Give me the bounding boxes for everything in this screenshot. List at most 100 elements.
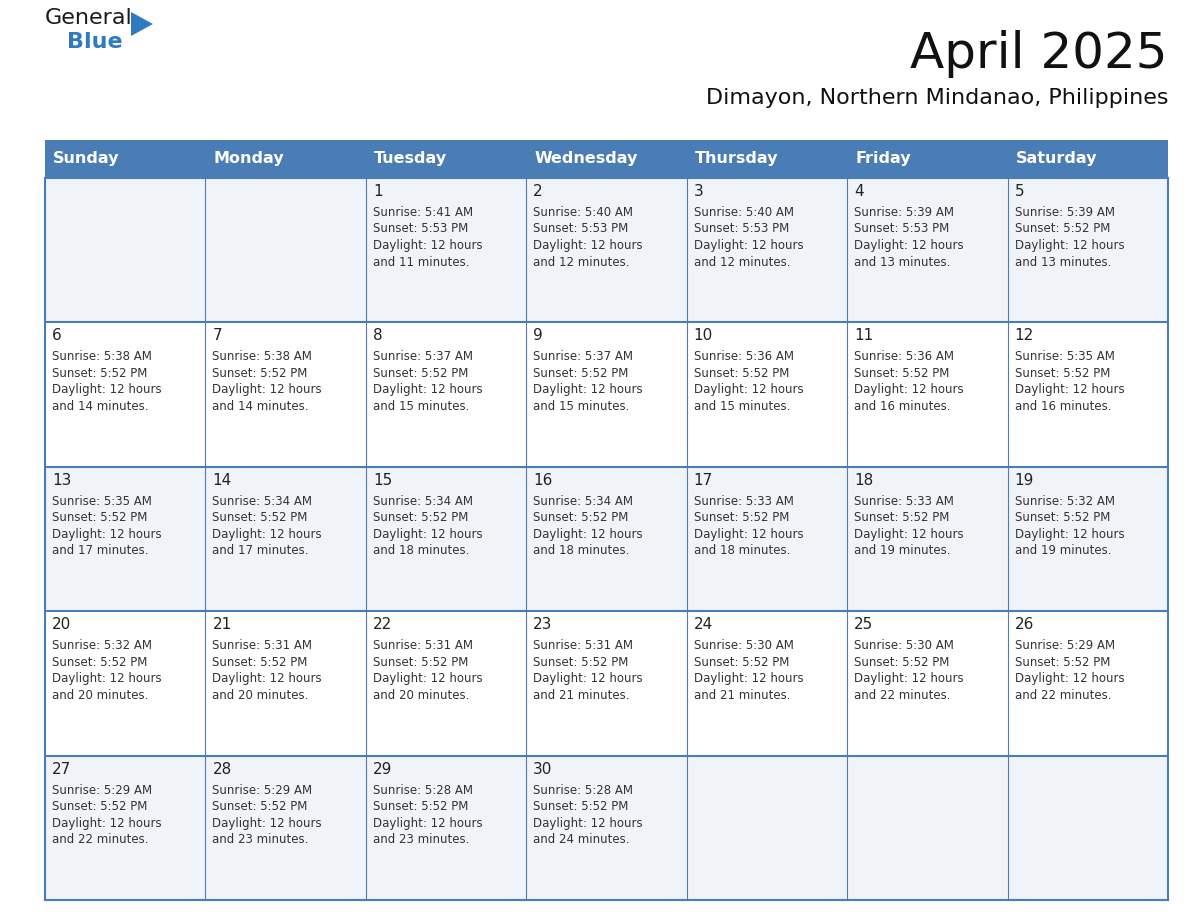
Text: Daylight: 12 hours: Daylight: 12 hours <box>213 384 322 397</box>
Text: and 21 minutes.: and 21 minutes. <box>694 688 790 701</box>
Text: and 23 minutes.: and 23 minutes. <box>213 834 309 846</box>
Text: Sunrise: 5:30 AM: Sunrise: 5:30 AM <box>854 639 954 652</box>
Text: Monday: Monday <box>214 151 284 166</box>
Text: Daylight: 12 hours: Daylight: 12 hours <box>373 239 482 252</box>
Text: Daylight: 12 hours: Daylight: 12 hours <box>52 384 162 397</box>
Text: Sunrise: 5:31 AM: Sunrise: 5:31 AM <box>533 639 633 652</box>
Text: and 24 minutes.: and 24 minutes. <box>533 834 630 846</box>
Bar <box>526 611 687 756</box>
Text: and 18 minutes.: and 18 minutes. <box>694 544 790 557</box>
Text: Sunset: 5:52 PM: Sunset: 5:52 PM <box>1015 367 1110 380</box>
Text: Sunrise: 5:32 AM: Sunrise: 5:32 AM <box>1015 495 1114 508</box>
Text: Daylight: 12 hours: Daylight: 12 hours <box>52 672 162 685</box>
Bar <box>687 611 847 756</box>
Text: 7: 7 <box>213 329 222 343</box>
Bar <box>206 178 366 322</box>
Text: Sunset: 5:53 PM: Sunset: 5:53 PM <box>694 222 789 236</box>
Text: 1: 1 <box>373 184 383 199</box>
Text: Sunrise: 5:29 AM: Sunrise: 5:29 AM <box>213 784 312 797</box>
Bar <box>206 466 366 611</box>
Bar <box>206 756 366 900</box>
Text: Daylight: 12 hours: Daylight: 12 hours <box>533 672 643 685</box>
Text: Daylight: 12 hours: Daylight: 12 hours <box>854 384 963 397</box>
Bar <box>1007 140 1168 178</box>
Text: Sunset: 5:52 PM: Sunset: 5:52 PM <box>373 655 468 668</box>
Text: and 15 minutes.: and 15 minutes. <box>694 400 790 413</box>
Text: Sunset: 5:52 PM: Sunset: 5:52 PM <box>854 655 949 668</box>
Text: Daylight: 12 hours: Daylight: 12 hours <box>854 239 963 252</box>
Bar <box>45 322 206 466</box>
Bar <box>847 466 1007 611</box>
Text: and 13 minutes.: and 13 minutes. <box>1015 255 1111 268</box>
Bar <box>687 178 847 322</box>
Text: and 13 minutes.: and 13 minutes. <box>854 255 950 268</box>
Text: and 20 minutes.: and 20 minutes. <box>373 688 469 701</box>
Text: 26: 26 <box>1015 617 1034 633</box>
Text: Daylight: 12 hours: Daylight: 12 hours <box>52 817 162 830</box>
Text: Sunset: 5:52 PM: Sunset: 5:52 PM <box>52 367 147 380</box>
Text: Sunset: 5:52 PM: Sunset: 5:52 PM <box>533 511 628 524</box>
Text: Sunset: 5:53 PM: Sunset: 5:53 PM <box>533 222 628 236</box>
Text: Daylight: 12 hours: Daylight: 12 hours <box>373 817 482 830</box>
Text: Sunrise: 5:40 AM: Sunrise: 5:40 AM <box>533 206 633 219</box>
Text: Sunset: 5:52 PM: Sunset: 5:52 PM <box>533 655 628 668</box>
Text: Sunset: 5:52 PM: Sunset: 5:52 PM <box>52 800 147 813</box>
Text: 11: 11 <box>854 329 873 343</box>
Text: Sunset: 5:52 PM: Sunset: 5:52 PM <box>1015 511 1110 524</box>
Text: Sunset: 5:52 PM: Sunset: 5:52 PM <box>373 367 468 380</box>
Bar <box>45 611 206 756</box>
Text: Daylight: 12 hours: Daylight: 12 hours <box>1015 528 1124 541</box>
Bar <box>847 178 1007 322</box>
Text: Dimayon, Northern Mindanao, Philippines: Dimayon, Northern Mindanao, Philippines <box>706 88 1168 108</box>
Text: 28: 28 <box>213 762 232 777</box>
Text: Daylight: 12 hours: Daylight: 12 hours <box>1015 384 1124 397</box>
Text: Thursday: Thursday <box>695 151 778 166</box>
Text: 13: 13 <box>52 473 71 487</box>
Text: and 18 minutes.: and 18 minutes. <box>373 544 469 557</box>
Bar <box>366 466 526 611</box>
Text: and 23 minutes.: and 23 minutes. <box>373 834 469 846</box>
Bar <box>366 178 526 322</box>
Text: 10: 10 <box>694 329 713 343</box>
Text: 29: 29 <box>373 762 392 777</box>
Text: Daylight: 12 hours: Daylight: 12 hours <box>854 672 963 685</box>
Text: Sunrise: 5:28 AM: Sunrise: 5:28 AM <box>373 784 473 797</box>
Text: Sunset: 5:53 PM: Sunset: 5:53 PM <box>854 222 949 236</box>
Text: Sunset: 5:52 PM: Sunset: 5:52 PM <box>213 800 308 813</box>
Text: Sunset: 5:52 PM: Sunset: 5:52 PM <box>213 511 308 524</box>
Bar <box>847 756 1007 900</box>
Text: and 15 minutes.: and 15 minutes. <box>533 400 630 413</box>
Text: Sunrise: 5:32 AM: Sunrise: 5:32 AM <box>52 639 152 652</box>
Text: Sunrise: 5:34 AM: Sunrise: 5:34 AM <box>533 495 633 508</box>
Text: 18: 18 <box>854 473 873 487</box>
Bar <box>526 756 687 900</box>
Text: and 19 minutes.: and 19 minutes. <box>854 544 950 557</box>
Text: Tuesday: Tuesday <box>374 151 447 166</box>
Text: 21: 21 <box>213 617 232 633</box>
Text: Sunset: 5:52 PM: Sunset: 5:52 PM <box>1015 655 1110 668</box>
Bar <box>45 756 206 900</box>
Text: Daylight: 12 hours: Daylight: 12 hours <box>373 672 482 685</box>
Text: Sunset: 5:52 PM: Sunset: 5:52 PM <box>1015 222 1110 236</box>
Text: Daylight: 12 hours: Daylight: 12 hours <box>694 672 803 685</box>
Text: and 12 minutes.: and 12 minutes. <box>533 255 630 268</box>
Text: Sunrise: 5:30 AM: Sunrise: 5:30 AM <box>694 639 794 652</box>
Text: Daylight: 12 hours: Daylight: 12 hours <box>213 528 322 541</box>
Text: Saturday: Saturday <box>1016 151 1097 166</box>
Bar <box>366 322 526 466</box>
Bar <box>366 140 526 178</box>
Text: Sunrise: 5:35 AM: Sunrise: 5:35 AM <box>1015 351 1114 364</box>
Text: Daylight: 12 hours: Daylight: 12 hours <box>52 528 162 541</box>
Text: Daylight: 12 hours: Daylight: 12 hours <box>533 817 643 830</box>
Bar <box>526 466 687 611</box>
Text: 4: 4 <box>854 184 864 199</box>
Text: Sunrise: 5:37 AM: Sunrise: 5:37 AM <box>533 351 633 364</box>
Text: Sunrise: 5:35 AM: Sunrise: 5:35 AM <box>52 495 152 508</box>
Text: Sunrise: 5:39 AM: Sunrise: 5:39 AM <box>854 206 954 219</box>
Text: Daylight: 12 hours: Daylight: 12 hours <box>533 384 643 397</box>
Bar <box>1007 466 1168 611</box>
Text: 16: 16 <box>533 473 552 487</box>
Text: 20: 20 <box>52 617 71 633</box>
Text: Daylight: 12 hours: Daylight: 12 hours <box>533 528 643 541</box>
Bar <box>45 178 206 322</box>
